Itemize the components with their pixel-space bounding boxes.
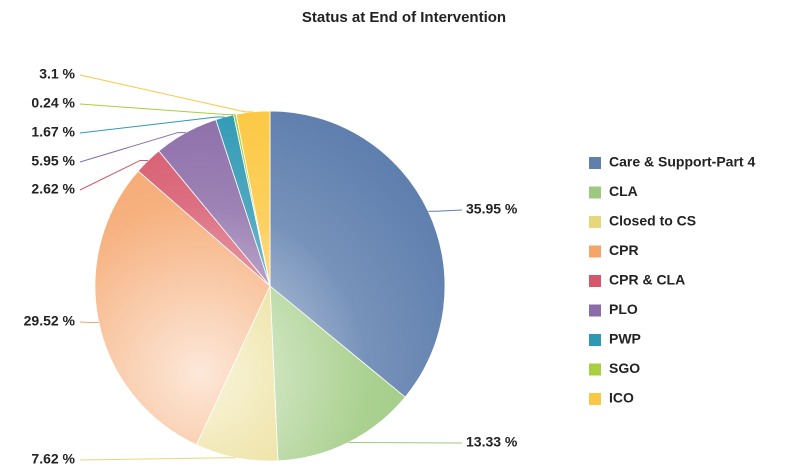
legend-swatch [589,304,601,317]
legend-label: CLA [609,183,638,199]
legend-swatch [589,157,601,169]
data-label: 29.52 % [24,313,76,329]
chart-title: Status at End of Intervention [302,9,506,26]
legend-label: ICO [609,390,634,406]
legend-swatch [589,393,601,405]
legend-swatch [589,186,601,199]
data-label: 13.33 % [466,434,518,450]
leader-line [428,209,463,212]
leader-line [348,441,463,444]
legend-label: PLO [609,301,638,317]
legend-label: CPR & CLA [609,272,685,288]
legend-label: SGO [609,360,640,376]
legend-label: Closed to CS [609,213,696,229]
data-label: 2.62 % [31,181,75,197]
leader-line [79,103,235,116]
data-label: 5.95 % [31,153,75,169]
legend-label: CPR [609,242,639,258]
data-label: 1.67 % [31,124,75,140]
legend-label: Care & Support-Part 4 [609,154,755,170]
legend-swatch [589,363,601,376]
data-label: 0.24 % [31,95,75,111]
legend-swatch [589,216,601,228]
legend-swatch [589,334,601,346]
legend-swatch [589,245,601,258]
leader-line [79,457,237,461]
data-label: 7.62 % [31,451,75,467]
data-label: 35.95 % [466,201,518,217]
legend-swatch [589,275,601,287]
legend-label: PWP [609,331,641,347]
data-label: 3.1 % [39,66,75,82]
